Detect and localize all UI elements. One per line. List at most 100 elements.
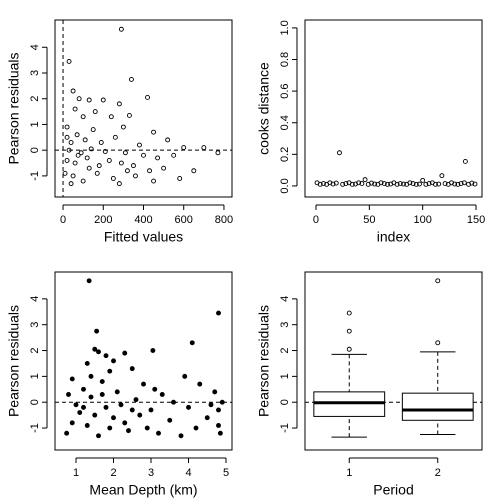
point xyxy=(148,407,154,413)
x-tick-label: 600 xyxy=(175,214,193,226)
point xyxy=(64,134,70,140)
point xyxy=(70,173,76,179)
point xyxy=(442,181,448,187)
point xyxy=(90,127,96,133)
plot-frame xyxy=(304,271,483,451)
y-tick-label: 3 xyxy=(29,322,41,328)
point xyxy=(359,181,365,187)
x-tick-label: 4 xyxy=(185,467,191,479)
point xyxy=(88,146,94,152)
point xyxy=(165,137,171,143)
point xyxy=(433,181,438,187)
point xyxy=(469,180,475,186)
point xyxy=(410,181,416,187)
point xyxy=(204,415,210,421)
y-tick-label: 4 xyxy=(29,44,41,50)
point xyxy=(161,165,167,171)
point xyxy=(69,376,75,382)
point xyxy=(407,180,413,186)
point xyxy=(70,88,76,94)
point xyxy=(99,392,105,397)
panel: 0.0 0.2 0.4 0.6 0.8 1.0 0 50 100 150 index cooks di… xyxy=(256,19,485,245)
y-tick-label: -1 xyxy=(29,171,41,181)
y-tick-label: 0.2 xyxy=(279,147,291,162)
point xyxy=(126,428,131,434)
point xyxy=(191,168,197,174)
y-axis-title: Pearson residuals xyxy=(6,52,22,164)
point xyxy=(401,181,406,187)
x-tick-label: 150 xyxy=(467,214,485,226)
x-tick-label: 400 xyxy=(134,214,152,226)
point xyxy=(472,181,478,187)
y-axis-title: Pearson residuals xyxy=(6,305,22,417)
x-tick-label: 0 xyxy=(313,214,319,226)
outlier xyxy=(435,278,441,284)
point xyxy=(72,160,78,166)
point xyxy=(461,180,467,186)
point xyxy=(72,106,78,112)
point xyxy=(455,181,461,187)
y-tick-label: -1 xyxy=(279,423,291,433)
point xyxy=(141,152,146,158)
y-tick-label: 2 xyxy=(279,347,291,353)
y-tick-label: -1 xyxy=(29,423,41,433)
x-tick-label: 1 xyxy=(346,467,352,479)
point xyxy=(111,358,116,364)
point xyxy=(81,404,86,410)
point xyxy=(167,417,173,423)
x-tick-label: 200 xyxy=(94,214,112,226)
point xyxy=(112,134,118,140)
y-tick-label: 4 xyxy=(279,296,291,302)
point xyxy=(78,150,84,156)
point xyxy=(186,404,191,410)
point xyxy=(111,415,116,421)
y-tick-label: 0.6 xyxy=(279,83,291,98)
y-tick-label: 2 xyxy=(29,347,41,353)
point xyxy=(103,404,109,410)
point xyxy=(219,399,225,405)
x-axis-title: Mean Depth (km) xyxy=(89,482,197,498)
point xyxy=(330,181,336,187)
point xyxy=(394,181,400,187)
point xyxy=(73,402,79,408)
y-tick-label: 0 xyxy=(29,147,41,153)
point xyxy=(84,155,90,161)
point xyxy=(216,423,221,428)
point xyxy=(152,386,158,392)
point xyxy=(103,353,109,359)
point xyxy=(189,340,195,346)
point xyxy=(436,181,442,187)
point xyxy=(458,181,464,187)
point xyxy=(155,155,161,161)
point xyxy=(452,181,458,187)
point xyxy=(81,386,86,392)
point xyxy=(74,132,80,138)
point xyxy=(120,124,126,130)
point xyxy=(321,181,326,187)
point xyxy=(114,389,120,395)
point xyxy=(92,346,98,352)
point xyxy=(96,349,101,355)
point xyxy=(156,430,161,436)
point xyxy=(212,389,218,395)
x-tick-label: 3 xyxy=(148,467,154,479)
point xyxy=(118,26,124,32)
point xyxy=(122,150,128,156)
point xyxy=(118,402,124,408)
point xyxy=(317,181,323,187)
point xyxy=(171,399,176,405)
point xyxy=(417,181,422,187)
point xyxy=(147,168,152,174)
x-tick-label: 5 xyxy=(223,467,229,479)
point xyxy=(133,173,138,179)
point xyxy=(423,181,429,187)
point xyxy=(137,412,143,418)
point xyxy=(68,181,74,187)
point xyxy=(122,350,128,356)
point xyxy=(124,168,130,174)
point xyxy=(126,112,132,118)
point xyxy=(122,420,128,426)
point xyxy=(64,430,70,436)
point xyxy=(356,180,362,186)
